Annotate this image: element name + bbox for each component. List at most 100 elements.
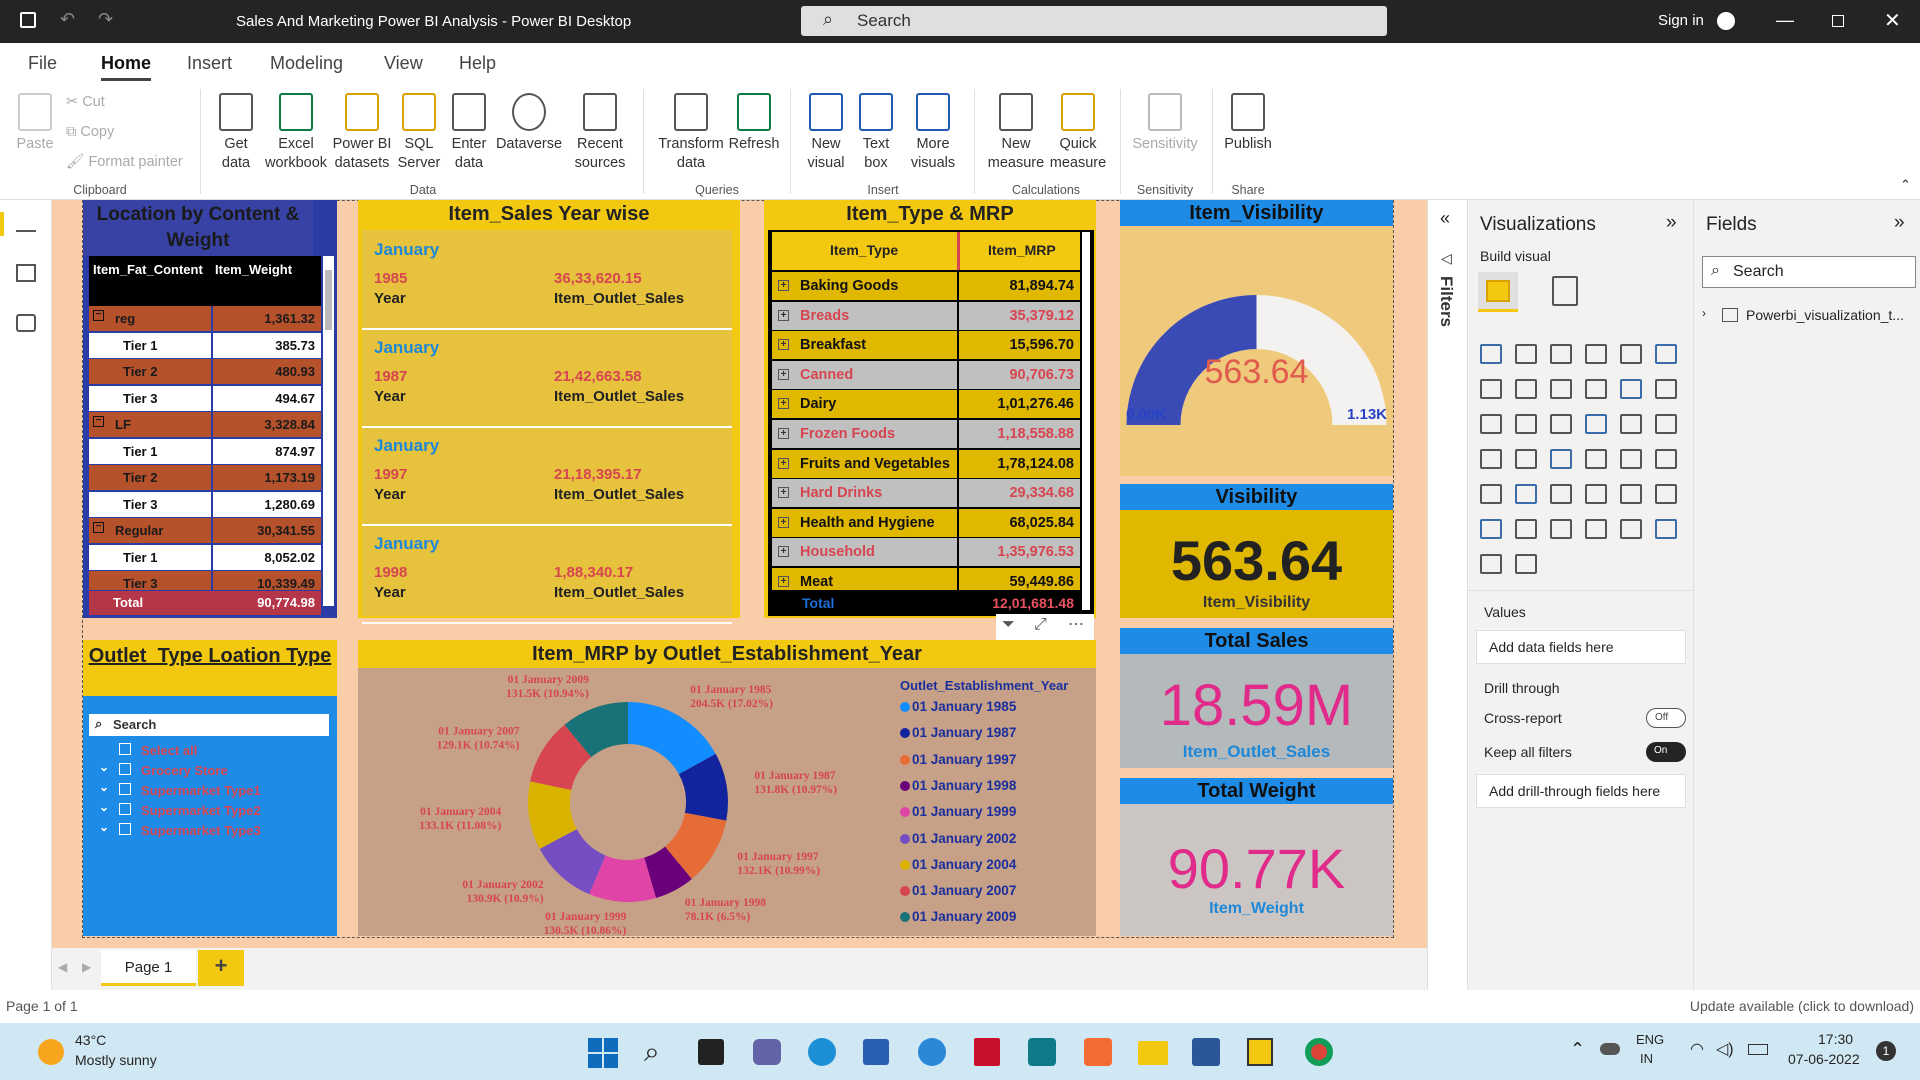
slicer-item[interactable]: Select all	[83, 740, 337, 760]
type-mrp-visual[interactable]: Item_Type & MRP Item_Type Item_MRP + Baki…	[764, 200, 1096, 618]
chevron-down-icon[interactable]: ⌄	[99, 760, 110, 774]
visual-smart-narrative-icon[interactable]	[1480, 554, 1502, 574]
legend-item[interactable]: 01 January 2009	[900, 908, 1090, 928]
slicer-item[interactable]: ⌄ Supermarket Type2	[83, 800, 337, 820]
visual-kpi-icon[interactable]	[1655, 449, 1677, 469]
checkbox[interactable]	[119, 783, 131, 795]
powerbi-icon[interactable]	[1247, 1038, 1273, 1066]
menu-file[interactable]: File	[28, 53, 58, 73]
menu-home[interactable]: Home	[101, 53, 152, 81]
donut-slice-1999[interactable]	[589, 855, 657, 902]
menu-help[interactable]: Help	[459, 53, 497, 73]
donut-slice-1997[interactable]	[665, 812, 727, 879]
avatar-icon[interactable]	[1717, 12, 1735, 30]
visual-table-icon[interactable]	[1515, 484, 1537, 504]
visual-pie-icon[interactable]	[1585, 414, 1607, 434]
new-visual-button[interactable]: New visual	[802, 93, 850, 173]
values-drop-well[interactable]: Add data fields here	[1476, 630, 1686, 664]
visual-line-clustered-icon[interactable]	[1620, 379, 1642, 399]
table-row[interactable]: Tier 3 1,280.69	[89, 491, 321, 517]
table-row[interactable]: + Dairy 1,01,276.46	[772, 390, 1080, 419]
next-page-icon[interactable]: ▶	[82, 960, 92, 974]
onedrive-icon[interactable]	[1600, 1043, 1620, 1055]
legend-item[interactable]: 01 January 1999	[900, 803, 1090, 823]
visibility-card-visual[interactable]: Visibility 563.64 Item_Visibility	[1120, 484, 1393, 618]
col-header-mrp[interactable]: Item_MRP	[988, 242, 1056, 258]
table-row[interactable]: + Household 1,35,976.53	[772, 538, 1080, 567]
new-measure-button[interactable]: New measure	[984, 93, 1048, 173]
build-visual-tab[interactable]	[1478, 272, 1518, 312]
donut-slice-1985[interactable]	[628, 702, 716, 775]
language-1[interactable]: ENG	[1636, 1032, 1665, 1047]
table-row[interactable]: + Baking Goods 81,894.74	[772, 272, 1080, 300]
table-row[interactable]: − reg 1,361.32	[89, 306, 321, 331]
col-header-fat-content[interactable]: Item_Fat_Content	[93, 262, 203, 277]
legend-item[interactable]: 01 January 1985	[900, 698, 1090, 718]
transform-data-button[interactable]: Transform data	[655, 93, 727, 173]
donut-slice-1987[interactable]	[678, 753, 728, 821]
clock-date[interactable]: 07-06-2022	[1788, 1051, 1860, 1067]
donut-slice-2009[interactable]	[564, 702, 628, 758]
table-row[interactable]: + Health and Hygiene 68,025.84	[772, 508, 1080, 537]
start-icon[interactable]	[588, 1038, 618, 1068]
data-view-icon[interactable]	[16, 264, 36, 282]
table-row[interactable]: Tier 3 10,339.49	[89, 571, 321, 590]
filters-pane-collapsed[interactable]: « ◁ Filters	[1427, 200, 1467, 990]
donut-slice-2002[interactable]	[539, 829, 606, 895]
scrollbar-thumb[interactable]	[325, 270, 332, 330]
donut-chart-visual[interactable]: Item_MRP by Outlet_Establishment_Year 01…	[358, 640, 1096, 936]
volume-icon[interactable]: ◁)	[1716, 1041, 1734, 1058]
scrollbar[interactable]	[323, 256, 334, 606]
expand-icon[interactable]: +	[778, 487, 789, 499]
visual-line-column-icon[interactable]	[1585, 379, 1607, 399]
visual-map-icon[interactable]	[1480, 449, 1502, 469]
menu-view[interactable]: View	[384, 53, 423, 73]
total-sales-card-visual[interactable]: Total Sales 18.59M Item_Outlet_Sales	[1120, 628, 1393, 768]
publish-button[interactable]: Publish	[1220, 93, 1276, 154]
xampp-icon[interactable]	[1084, 1038, 1112, 1066]
refresh-button[interactable]: Refresh	[726, 93, 782, 154]
visual-python-visual-icon[interactable]	[1620, 484, 1642, 504]
visual-qa-icon[interactable]	[1515, 519, 1537, 539]
expand-icon[interactable]: +	[778, 339, 789, 351]
chevron-down-icon[interactable]: ⌄	[99, 780, 110, 794]
filter-icon[interactable]: ⏷	[1002, 616, 1015, 633]
expand-icon[interactable]: +	[778, 576, 789, 587]
visual-key-influencers-icon[interactable]	[1655, 484, 1677, 504]
dataverse-button[interactable]: Dataverse	[494, 93, 564, 154]
restore-icon[interactable]	[1832, 15, 1844, 27]
scrollbar[interactable]	[1082, 232, 1090, 610]
slicer-item[interactable]: ⌄ Supermarket Type1	[83, 780, 337, 800]
visual-more-icon[interactable]	[1515, 554, 1537, 574]
col-header-type[interactable]: Item_Type	[830, 242, 899, 258]
format-painter-button[interactable]: 🖌 Format painter	[66, 154, 183, 170]
excel-workbook-button[interactable]: Excel workbook	[262, 93, 330, 173]
cut-button[interactable]: ✂ Cut	[66, 94, 105, 110]
checkbox[interactable]	[119, 743, 131, 755]
legend-item[interactable]: 01 January 1998	[900, 777, 1090, 797]
update-notice[interactable]: Update available (click to download)	[1689, 998, 1914, 1014]
legend-item[interactable]: 01 January 1997	[900, 751, 1090, 771]
visual-power-automate-icon[interactable]	[1655, 519, 1677, 539]
visual-stacked-bar-icon[interactable]	[1480, 344, 1502, 364]
visual-donut-icon[interactable]	[1620, 414, 1642, 434]
clock-time[interactable]: 17:30	[1818, 1031, 1854, 1047]
visual-multi-row-card-icon[interactable]	[1620, 449, 1642, 469]
table-row[interactable]: + Hard Drinks 29,334.68	[772, 479, 1080, 508]
visual-treemap-icon[interactable]	[1655, 414, 1677, 434]
visual-narrative-icon[interactable]	[1550, 519, 1572, 539]
cross-report-toggle[interactable]: Off	[1646, 708, 1686, 728]
close-icon[interactable]: ✕	[1884, 10, 1901, 32]
prev-page-icon[interactable]: ◀	[58, 960, 68, 974]
menu-insert[interactable]: Insert	[187, 53, 233, 73]
table-row[interactable]: − Regular 30,341.55	[89, 518, 321, 543]
collapse-pane-icon[interactable]: »	[1666, 212, 1677, 233]
expand-icon[interactable]: +	[778, 546, 789, 558]
donut-slice-1998[interactable]	[644, 846, 692, 898]
table-row[interactable]: + Fruits and Vegetables 1,78,124.08	[772, 449, 1080, 478]
collapse-icon[interactable]: −	[93, 522, 104, 533]
task-view-icon[interactable]	[698, 1039, 724, 1065]
battery-icon[interactable]	[1748, 1044, 1768, 1055]
visual-clustered-column-icon[interactable]	[1585, 344, 1607, 364]
visual-area-icon[interactable]	[1515, 379, 1537, 399]
